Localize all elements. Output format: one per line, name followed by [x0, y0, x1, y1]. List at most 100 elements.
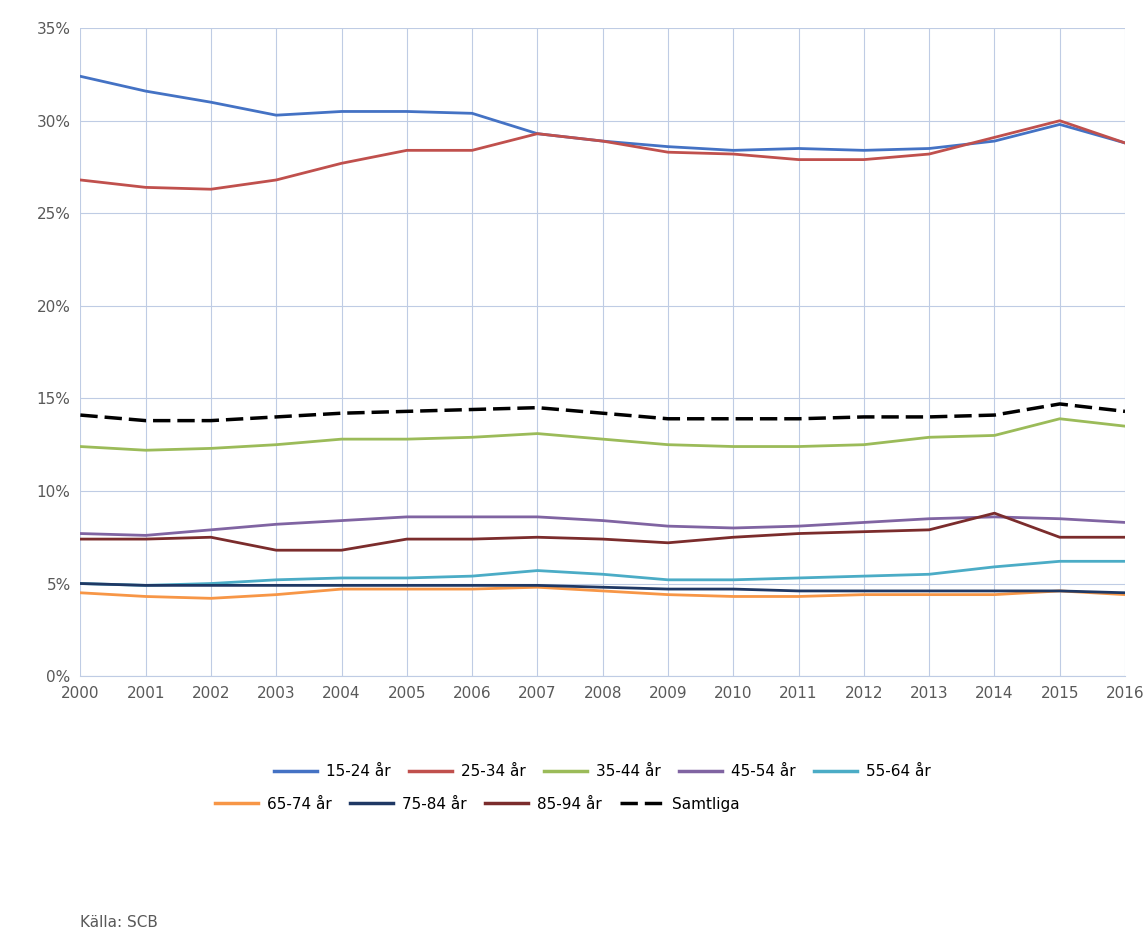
Samtliga [856, 411, 870, 423]
15-24 år [139, 85, 153, 97]
65-74 år [856, 589, 870, 600]
15-24 år [856, 145, 870, 156]
55-64 år [334, 573, 348, 584]
75-84 år [270, 579, 284, 591]
Samtliga [73, 409, 87, 421]
75-84 år [1053, 585, 1066, 596]
15-24 år [661, 141, 675, 152]
75-84 år [922, 585, 936, 596]
75-84 år [204, 579, 218, 591]
35-44 år [661, 439, 675, 451]
55-64 år [73, 577, 87, 589]
45-54 år [400, 511, 413, 522]
25-34 år [661, 146, 675, 158]
65-74 år [400, 583, 413, 594]
Samtliga [530, 402, 544, 413]
25-34 år [465, 145, 479, 156]
45-54 år [922, 513, 936, 524]
85-94 år [73, 533, 87, 545]
45-54 år [856, 516, 870, 528]
15-24 år [987, 135, 1001, 146]
75-84 år [987, 585, 1001, 596]
45-54 år [987, 511, 1001, 522]
Legend: 65-74 år, 75-84 år, 85-94 år, Samtliga: 65-74 år, 75-84 år, 85-94 år, Samtliga [209, 791, 746, 818]
55-64 år [139, 579, 153, 591]
15-24 år [1118, 137, 1132, 148]
Samtliga [1053, 398, 1066, 409]
45-54 år [73, 528, 87, 539]
55-64 år [596, 569, 610, 580]
Line: 75-84 år: 75-84 år [80, 583, 1125, 593]
15-24 år [1053, 119, 1066, 131]
25-34 år [400, 145, 413, 156]
45-54 år [792, 520, 806, 531]
65-74 år [792, 591, 806, 602]
15-24 år [792, 143, 806, 154]
35-44 år [139, 444, 153, 455]
45-54 år [727, 522, 740, 533]
45-54 år [270, 518, 284, 530]
15-24 år [73, 70, 87, 82]
45-54 år [204, 524, 218, 535]
65-74 år [530, 581, 544, 593]
85-94 år [727, 531, 740, 543]
35-44 år [596, 434, 610, 445]
Samtliga [596, 408, 610, 419]
65-74 år [270, 589, 284, 600]
65-74 år [596, 585, 610, 596]
Line: 25-34 år: 25-34 år [80, 121, 1125, 190]
55-64 år [987, 562, 1001, 573]
55-64 år [1053, 556, 1066, 567]
35-44 år [400, 434, 413, 445]
35-44 år [792, 441, 806, 453]
75-84 år [727, 583, 740, 594]
85-94 år [987, 508, 1001, 519]
55-64 år [727, 574, 740, 585]
85-94 år [596, 533, 610, 545]
15-24 år [334, 106, 348, 117]
25-34 år [1053, 115, 1066, 127]
Line: 65-74 år: 65-74 år [80, 587, 1125, 598]
Line: 55-64 år: 55-64 år [80, 562, 1125, 585]
85-94 år [400, 533, 413, 545]
Samtliga [661, 413, 675, 424]
25-34 år [73, 175, 87, 186]
15-24 år [727, 145, 740, 156]
65-74 år [139, 591, 153, 602]
85-94 år [270, 545, 284, 556]
35-44 år [270, 439, 284, 451]
Line: 45-54 år: 45-54 år [80, 516, 1125, 535]
25-34 år [204, 184, 218, 195]
25-34 år [139, 182, 153, 193]
35-44 år [465, 432, 479, 443]
55-64 år [204, 577, 218, 589]
Samtliga [987, 409, 1001, 421]
55-64 år [400, 573, 413, 584]
85-94 år [792, 528, 806, 539]
25-34 år [987, 131, 1001, 143]
85-94 år [1118, 531, 1132, 543]
35-44 år [922, 432, 936, 443]
75-84 år [1118, 587, 1132, 598]
Samtliga [465, 404, 479, 415]
15-24 år [596, 135, 610, 146]
25-34 år [856, 154, 870, 165]
85-94 år [465, 533, 479, 545]
55-64 år [792, 573, 806, 584]
75-84 år [661, 583, 675, 594]
15-24 år [465, 108, 479, 119]
65-74 år [73, 587, 87, 598]
35-44 år [530, 428, 544, 439]
45-54 år [1053, 513, 1066, 524]
45-54 år [139, 530, 153, 541]
85-94 år [139, 533, 153, 545]
45-54 år [661, 520, 675, 531]
55-64 år [465, 571, 479, 582]
Line: 15-24 år: 15-24 år [80, 76, 1125, 150]
65-74 år [465, 583, 479, 594]
65-74 år [1118, 589, 1132, 600]
75-84 år [530, 579, 544, 591]
Samtliga [400, 406, 413, 417]
Line: 35-44 år: 35-44 år [80, 419, 1125, 450]
25-34 år [596, 135, 610, 146]
